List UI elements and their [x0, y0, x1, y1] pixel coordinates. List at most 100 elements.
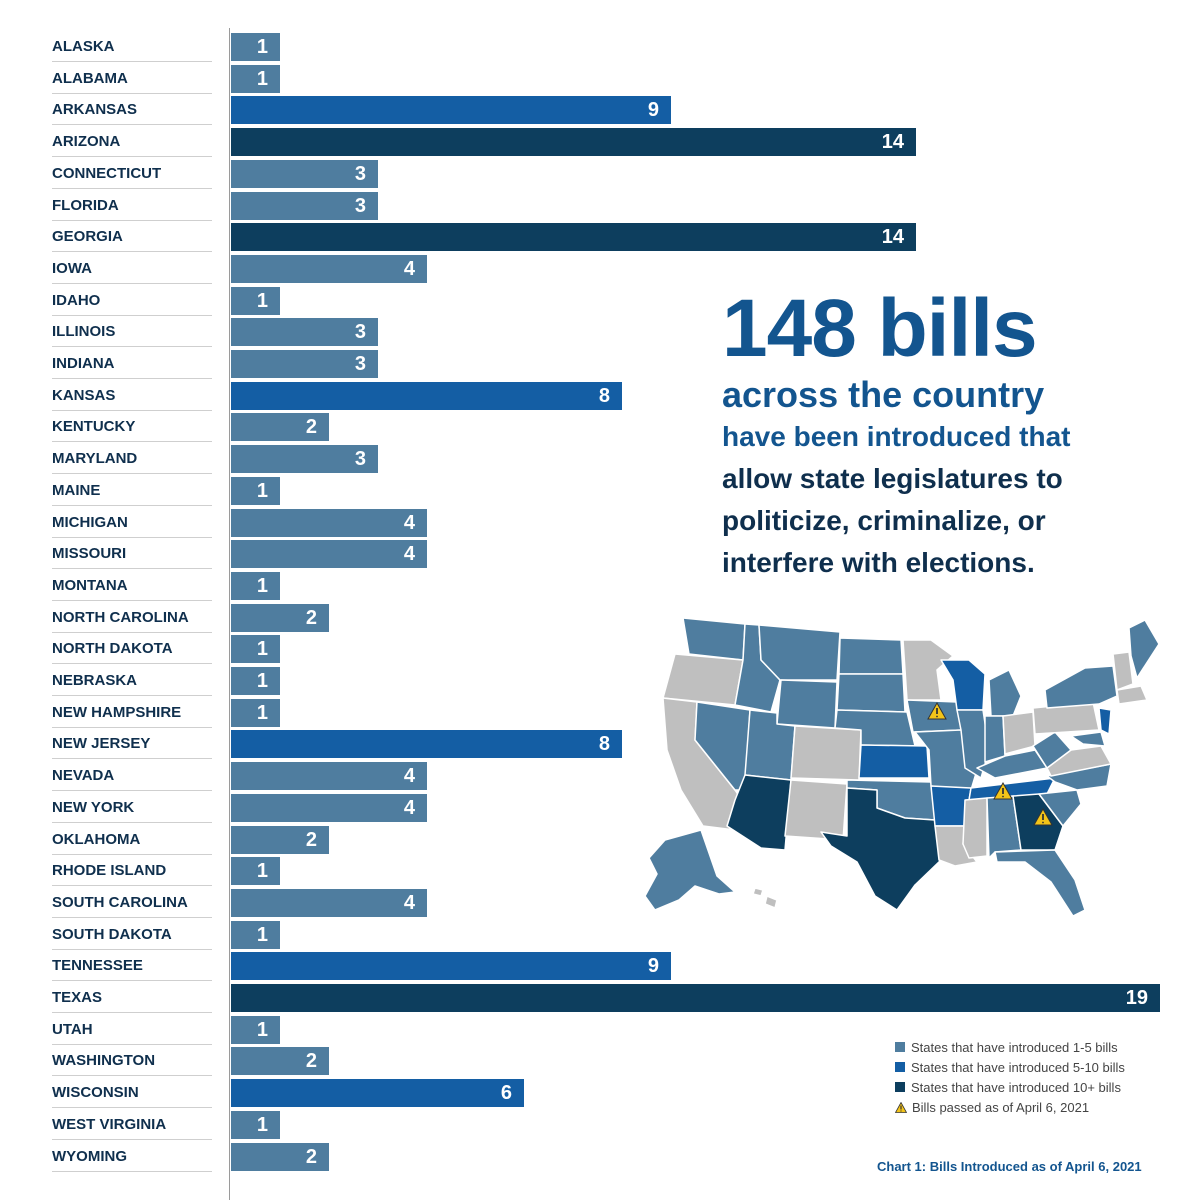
headline-block: 148 bills across the country have been i…	[722, 283, 1172, 583]
bar-value-label: 1	[256, 860, 268, 883]
map-oregon	[662, 653, 744, 706]
map-kansas	[858, 744, 930, 779]
bar: 2	[231, 1142, 329, 1171]
bar-value-label: 8	[598, 733, 610, 756]
map-ohio	[1002, 711, 1036, 755]
bar-value-label: 1	[256, 36, 268, 58]
state-label: MAINE	[52, 475, 212, 506]
state-label: KANSAS	[52, 380, 212, 411]
bar: 4	[231, 254, 427, 283]
state-label: SOUTH DAKOTA	[52, 919, 212, 950]
state-label: NEW YORK	[52, 792, 212, 823]
bar-value-label: 3	[354, 162, 366, 185]
bar: 3	[231, 445, 378, 474]
map-alaska	[644, 829, 736, 911]
state-label: SOUTH CAROLINA	[52, 887, 212, 918]
bar-value-label: 4	[403, 257, 415, 280]
map-wyoming	[776, 679, 838, 729]
bar-value-label: 4	[403, 765, 415, 788]
bar: 2	[231, 603, 329, 632]
state-label: MISSOURI	[52, 538, 212, 570]
bar-value-label: 9	[647, 955, 659, 978]
bar: 2	[231, 413, 329, 442]
map-montana	[758, 624, 841, 681]
state-label: NEBRASKA	[52, 665, 212, 696]
bar: 4	[231, 762, 427, 791]
bar: 4	[231, 888, 427, 917]
warning-icon	[895, 1101, 907, 1113]
bar-value-label: 4	[403, 543, 415, 566]
warning-markers	[927, 701, 1053, 826]
state-label: NEVADA	[52, 760, 212, 792]
bar: 8	[231, 381, 622, 410]
bar-value-label: 6	[500, 1082, 512, 1105]
state-label: MARYLAND	[52, 443, 212, 475]
legend-label-mid: States that have introduced 5-10 bills	[911, 1059, 1125, 1075]
map-new-york	[1044, 665, 1118, 709]
state-label: ALABAMA	[52, 63, 212, 94]
bar-value-label: 1	[256, 289, 268, 312]
state-label: GEORGIA	[52, 221, 212, 253]
bar-value-label: 1	[256, 479, 268, 502]
bar-value-label: 1	[256, 1113, 268, 1136]
bar: 9	[231, 96, 671, 125]
legend-swatch-high	[895, 1082, 905, 1092]
map-maryland	[1070, 731, 1106, 747]
state-label: MONTANA	[52, 570, 212, 601]
bar: 1	[231, 1110, 280, 1139]
state-label: ILLINOIS	[52, 316, 212, 348]
bar: 1	[231, 476, 280, 505]
state-label: IDAHO	[52, 285, 212, 316]
bar: 1	[231, 33, 280, 61]
bar: 1	[231, 571, 280, 600]
state-label: ALASKA	[52, 31, 212, 62]
legend-item-mid: States that have introduced 5-10 bills	[895, 1057, 1185, 1077]
legend-item-passed: Bills passed as of April 6, 2021	[895, 1097, 1185, 1117]
warning-icon	[927, 701, 947, 720]
bar: 1	[231, 635, 280, 664]
bar-value-label: 2	[305, 606, 317, 629]
bar-value-label: 1	[256, 638, 268, 661]
bar: 1	[231, 286, 280, 315]
bar-value-label: 1	[256, 923, 268, 946]
bar: 3	[231, 159, 378, 188]
map-hawaii	[752, 887, 778, 909]
legend-swatch-mid	[895, 1062, 905, 1072]
map-south-dakota	[836, 673, 906, 713]
headline-sub: across the country	[722, 374, 1045, 415]
bar: 2	[231, 1047, 329, 1076]
bar-value-label: 1	[256, 701, 268, 724]
state-label: MICHIGAN	[52, 507, 212, 538]
map-new-jersey	[1098, 707, 1112, 735]
map-new-mexico	[784, 779, 848, 841]
state-label: ARKANSAS	[52, 94, 212, 126]
state-label: NORTH DAKOTA	[52, 633, 212, 665]
map-indiana	[984, 715, 1006, 763]
state-label: NEW JERSEY	[52, 728, 212, 760]
bar-value-label: 4	[403, 511, 415, 534]
state-label: WYOMING	[52, 1141, 212, 1172]
legend-label-low: States that have introduced 1-5 bills	[911, 1039, 1118, 1055]
bar-value-label: 19	[1125, 987, 1148, 1009]
bar: 14	[231, 128, 916, 157]
bar-value-label: 2	[305, 416, 317, 439]
bar: 1	[231, 1015, 280, 1044]
map-north-dakota	[838, 637, 904, 675]
bar: 6	[231, 1079, 524, 1108]
bar-value-label: 2	[305, 1050, 317, 1073]
bar-value-label: 9	[647, 99, 659, 122]
map-vermont-nh	[1112, 651, 1134, 691]
bar: 3	[231, 191, 378, 220]
headline-body-1: have been introduced that	[722, 421, 1071, 452]
bar-value-label: 1	[256, 1018, 268, 1041]
bar-value-label: 2	[305, 1145, 317, 1168]
state-label: WASHINGTON	[52, 1045, 212, 1077]
state-label: NORTH CAROLINA	[52, 602, 212, 633]
bar-value-label: 4	[403, 891, 415, 914]
map-colorado	[790, 725, 862, 781]
state-label: IOWA	[52, 253, 212, 284]
us-states-map-icon	[585, 600, 1185, 940]
bar: 8	[231, 730, 622, 759]
bar-value-label: 4	[403, 796, 415, 819]
bar-value-label: 3	[354, 353, 366, 375]
